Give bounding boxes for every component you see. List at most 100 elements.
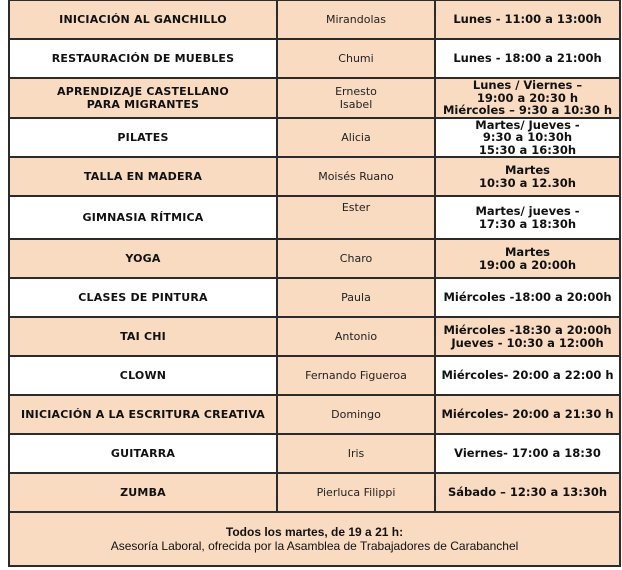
teacher-cell-line: Pierluca Filippi <box>316 486 396 499</box>
schedule-cell-line: Jueves - 10:30 a 12:00h <box>451 335 604 350</box>
footer-row: Todos los martes, de 19 a 21 h: Asesoría… <box>8 511 621 567</box>
teacher-cell-line: Alicia <box>341 130 371 144</box>
activity-cell: ZUMBA <box>8 472 278 513</box>
teacher-cell: Chumi <box>276 38 436 79</box>
schedule-cell-line: Lunes - 18:00 a 21:00h <box>453 51 602 66</box>
schedule-cell: Martes/ Jueves -9:30 a 10:30h 15:30 a 16:… <box>434 116 621 158</box>
teacher-cell-line: Isabel <box>339 97 373 111</box>
schedule-cell: Miércoles- 20:00 a 22:00 h <box>434 355 621 396</box>
schedule-cell: Miércoles -18:00 a 20:00h <box>434 277 621 318</box>
table-row: CLOWN Fernando Figueroa Miércoles- 20:00 a… <box>8 355 621 396</box>
table-row: INICIACIÓN AL GANCHILLO Mirandolas Lunes -… <box>8 0 621 40</box>
schedule-cell-line: Martes <box>504 245 551 259</box>
teacher-cell: Moisés Ruano <box>276 156 436 197</box>
schedule-cell-line: 19:00 a 20:30 h <box>476 90 579 105</box>
activity-cell-line: INICIACIÓN A LA ESCRITURA CREATIVA <box>20 408 266 421</box>
teacher-cell: Paula <box>276 277 436 318</box>
activity-cell-line: INICIACIÓN AL GANCHILLO <box>59 13 227 26</box>
schedule-cell-line: Viernes- 17:00 a 18:30 <box>454 446 601 461</box>
schedule-cell-line: Martes <box>504 163 551 177</box>
schedule-cell-line: 19:00 a 20:00h <box>478 257 577 272</box>
schedule-table: INICIACIÓN AL GANCHILLO Mirandolas Lunes -… <box>8 0 621 567</box>
teacher-cell-line: Mirandolas <box>325 13 387 26</box>
activity-cell: GUITARRA <box>8 433 278 474</box>
activity-cell-line: TAI CHI <box>120 330 166 343</box>
table-row: GUITARRA Iris Viernes- 17:00 a 18:30 <box>8 433 621 474</box>
teacher-cell: Mirandolas <box>276 0 436 40</box>
table-row: PILATES Alicia Martes/ Jueves -9:30 a 10:3… <box>8 116 621 158</box>
activity-cell-line: PILATES <box>117 130 169 144</box>
teacher-cell-line: Moisés Ruano <box>318 170 394 183</box>
table-row: CLASES DE PINTURA Paula Miércoles -18:00 a… <box>8 277 621 318</box>
schedule-cell: Martes 10:30 a 12.30h <box>434 156 621 197</box>
activity-cell: YOGA <box>8 238 278 279</box>
teacher-cell: Ester <box>276 195 436 240</box>
table-row: TALLA EN MADERA Moisés Ruano Martes 10:30 a… <box>8 156 621 197</box>
teacher-cell-line: Fernando Figueroa <box>305 369 407 382</box>
activity-cell-line: CLASES DE PINTURA <box>78 291 208 304</box>
table-row: YOGA Charo Martes 19:00 a 20:00h <box>8 238 621 279</box>
schedule-cell-line: 15:30 a 16:30h <box>478 142 577 157</box>
table-row: INICIACIÓN A LA ESCRITURA CREATIVA Doming… <box>8 394 621 435</box>
teacher-cell-line: Antonio <box>334 330 378 343</box>
schedule-cell-line: Lunes / Viernes – <box>472 78 583 92</box>
teacher-cell-line: Chumi <box>338 52 374 65</box>
activity-cell-line: PARA MIGRANTES <box>86 97 200 111</box>
schedule-cell-line: Miércoles -18:00 a 20:00h <box>443 290 612 305</box>
schedule-cell: Martes/ jueves -17:30 a 18:30h <box>434 195 621 240</box>
activity-cell-line: YOGA <box>125 252 161 265</box>
schedule-cell: Lunes - 11:00 a 13:00h <box>434 0 621 40</box>
teacher-cell: Antonio <box>276 316 436 357</box>
schedule-cell: Viernes- 17:00 a 18:30 <box>434 433 621 474</box>
activity-cell: INICIACIÓN A LA ESCRITURA CREATIVA <box>8 394 278 435</box>
schedule-cell-line: Miércoles- 20:00 a 22:00 h <box>441 368 614 383</box>
schedule-cell: Lunes - 18:00 a 21:00h <box>434 38 621 79</box>
footer-note: Todos los martes, de 19 a 21 h: Asesoría… <box>8 511 621 567</box>
activity-cell: INICIACIÓN AL GANCHILLO <box>8 0 278 40</box>
schedule-cell-line: 10:30 a 12.30h <box>479 175 576 190</box>
activity-cell: TALLA EN MADERA <box>8 156 278 197</box>
schedule-cell-line: 9:30 a 10:30h <box>482 130 573 144</box>
activity-cell: PILATES <box>8 116 278 158</box>
schedule-cell-line: Sábado – 12:30 a 13:30h <box>447 485 608 500</box>
activity-cell-line: GUITARRA <box>110 447 176 460</box>
teacher-cell: Fernando Figueroa <box>276 355 436 396</box>
activity-cell: APRENDIZAJE CASTELLANO PARA MIGRANTES <box>8 77 278 119</box>
activity-cell: CLOWN <box>8 355 278 396</box>
schedule-cell: Miércoles -18:30 a 20:00h Jueves - 10:30 … <box>434 316 621 357</box>
schedule-cell-line: Martes/ jueves - <box>475 204 580 218</box>
activity-cell-line: TALLA EN MADERA <box>83 170 203 183</box>
schedule-cell: Martes 19:00 a 20:00h <box>434 238 621 279</box>
schedule-cell-line: Miércoles- 20:00 a 21:30 h <box>441 407 614 422</box>
teacher-cell-line: Ernesto <box>335 84 377 98</box>
activity-cell-line: GIMNASIA RÍTMICA <box>82 211 204 224</box>
activity-cell-line: CLOWN <box>119 369 167 382</box>
teacher-cell: Alicia <box>276 116 436 158</box>
activity-cell: CLASES DE PINTURA <box>8 277 278 318</box>
activity-cell: TAI CHI <box>8 316 278 357</box>
schedule-cell-line: Miércoles -18:30 a 20:00h <box>443 323 612 337</box>
activity-cell: RESTAURACIÓN DE MUEBLES <box>8 38 278 79</box>
activity-cell: GIMNASIA RÍTMICA <box>8 195 278 240</box>
table-row: TAI CHI Antonio Miércoles -18:30 a 20:00h J… <box>8 316 621 357</box>
teacher-cell-line: Charo <box>339 252 373 265</box>
schedule-cell: Sábado – 12:30 a 13:30h <box>434 472 621 513</box>
teacher-cell-line: Ester <box>341 201 371 214</box>
schedule-cell-line: Lunes - 11:00 a 13:00h <box>453 12 602 27</box>
teacher-cell-line: Iris <box>347 447 365 460</box>
activity-cell-line: APRENDIZAJE CASTELLANO <box>57 84 229 98</box>
schedule-cell-line: Miércoles – 9:30 a 10:30 h <box>442 103 613 117</box>
schedule-cell: Miércoles- 20:00 a 21:30 h <box>434 394 621 435</box>
activity-cell-line: ZUMBA <box>120 486 166 499</box>
schedule-cell-line: Martes/ Jueves - <box>475 117 580 132</box>
table-row: RESTAURACIÓN DE MUEBLES Chumi Lunes - 18:0… <box>8 38 621 79</box>
table-row: GIMNASIA RÍTMICA Ester Martes/ jueves -17:… <box>8 195 621 240</box>
table-row: APRENDIZAJE CASTELLANO PARA MIGRANTES Erne… <box>8 77 621 119</box>
table-row: ZUMBA Pierluca Filippi Sábado – 12:30 a 13… <box>8 472 621 513</box>
teacher-cell: Charo <box>276 238 436 279</box>
teacher-cell: Ernesto Isabel <box>276 77 436 119</box>
teacher-cell-line: Domingo <box>331 408 381 421</box>
schedule-cell: Lunes / Viernes –19:00 a 20:30 h Miércole… <box>434 77 621 119</box>
footer-line-1: Todos los martes, de 19 a 21 h: <box>225 525 404 539</box>
teacher-cell: Iris <box>276 433 436 474</box>
